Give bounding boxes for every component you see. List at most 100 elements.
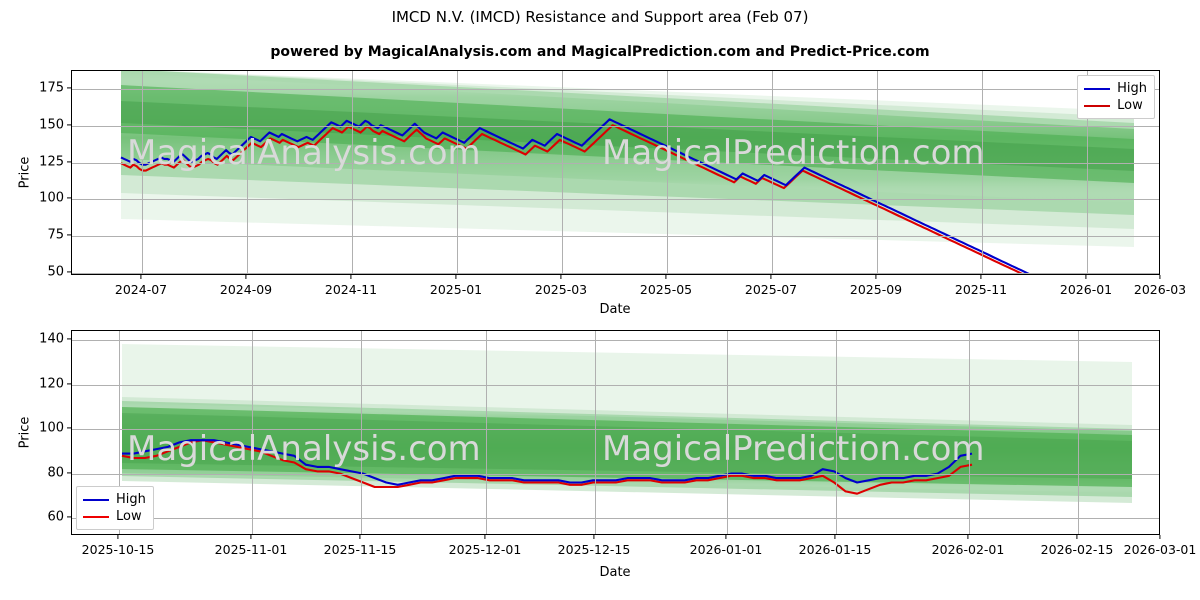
gridline-y-60 <box>72 518 1159 519</box>
xtick-top-3: 2025-01 <box>430 282 482 297</box>
xtickmark-top-7 <box>875 275 876 279</box>
legend-label-high-short: High <box>116 491 146 508</box>
xtickmark-bot-6 <box>834 535 835 539</box>
legend-row-low-short[interactable]: Low <box>83 508 146 525</box>
xtickmark-top-4 <box>560 275 561 279</box>
gridline-y-80 <box>72 474 1159 475</box>
xtickmark-bot-9 <box>1159 535 1160 539</box>
ylabel-long-term: Price <box>18 143 33 203</box>
xtickmark-top-9 <box>1085 275 1086 279</box>
ytick-top-150: 150 <box>39 118 64 133</box>
gridline-x-2024-07 <box>142 71 143 274</box>
gridline-x-2026-02-15 <box>1078 331 1079 534</box>
ytick-bot-140: 140 <box>39 331 64 346</box>
long-term-plot-svg <box>72 71 1160 275</box>
ytick-top-75: 75 <box>47 227 64 242</box>
legend-row-low[interactable]: Low <box>1084 97 1147 114</box>
xlabel-long-term: Date <box>599 302 630 317</box>
short-term-chart-panel: MagicalAnalysis.com MagicalPrediction.co… <box>71 330 1160 535</box>
xlabel-short-term: Date <box>599 565 630 580</box>
legend-label-low: Low <box>1117 97 1143 114</box>
ytickmark-top-50 <box>67 271 71 272</box>
legend-row-high-short[interactable]: High <box>83 491 146 508</box>
ytick-bot-80: 80 <box>47 465 64 480</box>
xtick-top-9: 2026-01 <box>1060 282 1112 297</box>
chart-figure: IMCD N.V. (IMCD) Resistance and Support … <box>0 0 1200 600</box>
ytickmark-bot-60 <box>67 517 71 518</box>
xtick-bot-4: 2025-12-15 <box>558 542 631 557</box>
gridline-x-2025-12-15 <box>595 331 596 534</box>
page-subtitle: powered by MagicalAnalysis.com and Magic… <box>0 44 1200 60</box>
gridline-y-140 <box>72 340 1159 341</box>
gridline-y-175 <box>72 89 1159 90</box>
gridline-y-75 <box>72 236 1159 237</box>
page-title: IMCD N.V. (IMCD) Resistance and Support … <box>0 8 1200 26</box>
ytickmark-top-150 <box>67 124 71 125</box>
ytick-bot-120: 120 <box>39 376 64 391</box>
legend-swatch-high-short-icon <box>83 499 109 501</box>
xtickmark-top-3 <box>455 275 456 279</box>
legend-label-low-short: Low <box>116 508 142 525</box>
legend-swatch-high-icon <box>1084 88 1110 90</box>
xtickmark-bot-3 <box>484 535 485 539</box>
gridline-x-2025-03 <box>562 71 563 274</box>
xtick-bot-3: 2025-12-01 <box>449 542 522 557</box>
gridline-x-2025-11-01 <box>252 331 253 534</box>
gridline-x-2025-11 <box>982 71 983 274</box>
xtick-top-8: 2025-11 <box>955 282 1007 297</box>
gridline-y-50 <box>72 273 1159 274</box>
xtick-bot-1: 2025-11-01 <box>215 542 288 557</box>
xtick-top-2: 2024-11 <box>325 282 377 297</box>
legend-row-high[interactable]: High <box>1084 80 1147 97</box>
gridline-x-2025-01 <box>457 71 458 274</box>
xtickmark-bot-0 <box>117 535 118 539</box>
gridline-x-2025-12-01 <box>486 331 487 534</box>
long-term-plot-area: MagicalAnalysis.com MagicalPrediction.co… <box>71 70 1160 275</box>
ytickmark-top-125 <box>67 161 71 162</box>
gridline-x-2025-11-15 <box>361 331 362 534</box>
ytick-top-125: 125 <box>39 154 64 169</box>
xtick-top-1: 2024-09 <box>220 282 272 297</box>
xtick-top-6: 2025-07 <box>745 282 797 297</box>
gridline-x-2025-09 <box>877 71 878 274</box>
ytickmark-bot-80 <box>67 472 71 473</box>
xtick-bot-8: 2026-02-15 <box>1041 542 1114 557</box>
xtickmark-top-2 <box>350 275 351 279</box>
xtick-top-4: 2025-03 <box>535 282 587 297</box>
ytickmark-bot-100 <box>67 427 71 428</box>
gridline-x-2024-11 <box>352 71 353 274</box>
gridline-x-2024-09 <box>247 71 248 274</box>
ytickmark-top-100 <box>67 198 71 199</box>
xtickmark-top-0 <box>140 275 141 279</box>
ytick-top-50: 50 <box>47 264 64 279</box>
xtickmark-bot-2 <box>359 535 360 539</box>
xtick-top-0: 2024-07 <box>115 282 167 297</box>
xtick-bot-2: 2025-11-15 <box>324 542 397 557</box>
gridline-x-2026-02-01 <box>969 331 970 534</box>
xtick-bot-5: 2026-01-01 <box>690 542 763 557</box>
gridline-y-100 <box>72 429 1159 430</box>
xtickmark-bot-4 <box>593 535 594 539</box>
xtickmark-bot-8 <box>1076 535 1077 539</box>
ytickmark-bot-120 <box>67 383 71 384</box>
gridline-y-120 <box>72 385 1159 386</box>
xtick-top-7: 2025-09 <box>850 282 902 297</box>
ytick-top-175: 175 <box>39 81 64 96</box>
ytick-bot-100: 100 <box>39 421 64 436</box>
ytickmark-top-75 <box>67 234 71 235</box>
legend-short-term[interactable]: High Low <box>76 486 154 530</box>
gridline-x-2025-07 <box>772 71 773 274</box>
xtickmark-bot-7 <box>967 535 968 539</box>
xtickmark-top-8 <box>980 275 981 279</box>
xtick-top-5: 2025-05 <box>640 282 692 297</box>
long-term-chart-panel: MagicalAnalysis.com MagicalPrediction.co… <box>71 70 1160 275</box>
legend-long-term[interactable]: High Low <box>1077 75 1155 119</box>
gridline-x-2025-05 <box>667 71 668 274</box>
xtickmark-top-1 <box>245 275 246 279</box>
gridline-y-100 <box>72 199 1159 200</box>
short-term-plot-area: MagicalAnalysis.com MagicalPrediction.co… <box>71 330 1160 535</box>
xtickmark-bot-1 <box>250 535 251 539</box>
xtickmark-top-6 <box>770 275 771 279</box>
xtick-bot-0: 2025-10-15 <box>82 542 155 557</box>
legend-label-high: High <box>1117 80 1147 97</box>
